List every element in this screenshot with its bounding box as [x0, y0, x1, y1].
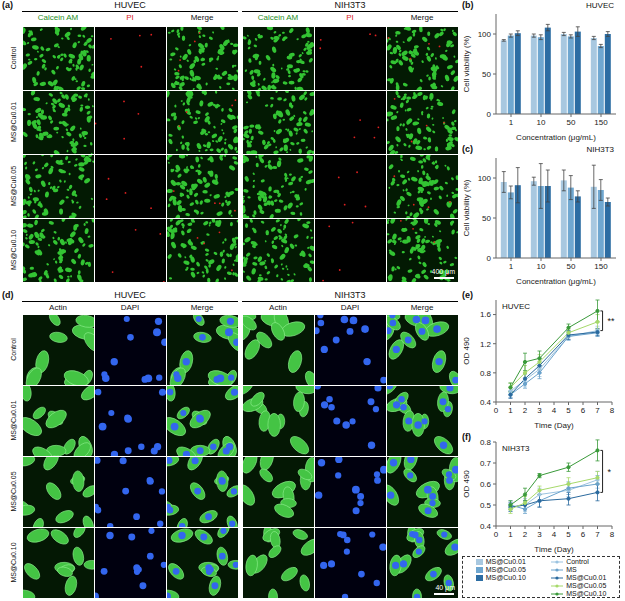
html-text:MS@Cu0.01: MS@Cu0.01 — [485, 557, 526, 565]
svg-text:3: 3 — [537, 406, 542, 415]
html-text:PI: PI — [346, 13, 354, 22]
svg-text:4: 4 — [552, 530, 557, 539]
svg-text:10: 10 — [537, 118, 546, 127]
html-text:NIH3T3: NIH3T3 — [334, 290, 366, 300]
svg-text:Control: Control — [10, 46, 17, 69]
svg-text:8: 8 — [610, 406, 615, 415]
html-text:PI: PI — [126, 13, 134, 22]
svg-text:Cell viability (%): Cell viability (%) — [462, 35, 471, 92]
html-text:(d): (d) — [2, 290, 14, 300]
html-text:MS: MS — [566, 565, 577, 573]
svg-text:Concentration (μg/mL): Concentration (μg/mL) — [516, 133, 596, 142]
svg-text:7: 7 — [595, 406, 600, 415]
html-text:(e): (e) — [462, 290, 473, 300]
svg-text:6: 6 — [581, 406, 586, 415]
svg-text:Time (Day): Time (Day) — [534, 545, 574, 554]
html-text:MS@Cu0.10: MS@Cu0.10 — [566, 589, 607, 597]
svg-text:Time (Day): Time (Day) — [534, 421, 574, 430]
svg-text:0: 0 — [487, 110, 492, 119]
svg-text:0.7: 0.7 — [480, 459, 492, 468]
svg-text:0: 0 — [494, 406, 499, 415]
html-text:Merge: Merge — [410, 303, 434, 312]
html-text:NIH3T3: NIH3T3 — [502, 444, 530, 453]
svg-text:MS@Cu0.01: MS@Cu0.01 — [10, 400, 17, 440]
svg-text:7: 7 — [595, 530, 600, 539]
html-text:Actin: Actin — [49, 303, 67, 312]
html-text:(f): (f) — [462, 432, 471, 442]
svg-text:MS@Cu0.05: MS@Cu0.05 — [10, 166, 17, 206]
svg-text:0.6: 0.6 — [480, 480, 492, 489]
html-text:HUVEC: HUVEC — [114, 0, 146, 10]
html-text:Merge: Merge — [410, 13, 434, 22]
svg-text:100: 100 — [478, 30, 492, 39]
svg-text:MS@Cu0.01: MS@Cu0.01 — [10, 102, 17, 142]
svg-text:4: 4 — [552, 406, 557, 415]
svg-text:Concentration (μg/mL): Concentration (μg/mL) — [516, 277, 596, 286]
svg-text:MS@Cu0.10: MS@Cu0.10 — [10, 542, 17, 582]
svg-text:OD 490: OD 490 — [462, 470, 471, 498]
svg-text:0: 0 — [494, 530, 499, 539]
html-text:MS@Cu0.01: MS@Cu0.01 — [566, 573, 607, 581]
html-text:Calcein AM: Calcein AM — [257, 13, 299, 22]
svg-text:Control: Control — [10, 338, 17, 361]
svg-text:5: 5 — [566, 530, 571, 539]
svg-text:Cell viability (%): Cell viability (%) — [462, 179, 471, 236]
html-text:NIH3T3: NIH3T3 — [334, 0, 366, 10]
html-text:NIH3T3: NIH3T3 — [586, 145, 614, 154]
svg-text:150: 150 — [594, 262, 608, 271]
svg-text:0.4: 0.4 — [480, 522, 492, 531]
svg-text:8: 8 — [610, 530, 615, 539]
svg-text:50: 50 — [482, 214, 491, 223]
svg-text:1: 1 — [509, 118, 514, 127]
html-text:Calcein AM: Calcein AM — [37, 13, 79, 22]
svg-text:MS@Cu0.05: MS@Cu0.05 — [10, 471, 17, 511]
svg-text:2: 2 — [523, 406, 528, 415]
svg-text:0.5: 0.5 — [480, 501, 492, 510]
html-text:HUVEC: HUVEC — [114, 290, 146, 300]
svg-text:1: 1 — [508, 406, 513, 415]
svg-text:50: 50 — [482, 70, 491, 79]
svg-text:**: ** — [608, 316, 616, 326]
html-text:MS@Cu0.05: MS@Cu0.05 — [485, 565, 526, 573]
svg-text:6: 6 — [581, 530, 586, 539]
html-text:Actin: Actin — [269, 303, 287, 312]
html-text:(c): (c) — [462, 144, 473, 154]
svg-text:3: 3 — [537, 530, 542, 539]
svg-text:OD 490: OD 490 — [462, 337, 471, 365]
svg-text:400 μm: 400 μm — [431, 268, 455, 276]
html-text:Control: Control — [566, 557, 589, 565]
html-text:DAPI: DAPI — [120, 303, 140, 312]
html-text:MS@Cu0.10: MS@Cu0.10 — [485, 573, 526, 581]
svg-text:*: * — [608, 467, 612, 477]
html-text:Merge: Merge — [190, 13, 214, 22]
html-text:HUVEC: HUVEC — [502, 302, 530, 311]
html-text:(b): (b) — [462, 0, 474, 10]
svg-text:1: 1 — [509, 262, 514, 271]
svg-text:10: 10 — [537, 262, 546, 271]
svg-text:1: 1 — [508, 530, 513, 539]
html-text:HUVEC: HUVEC — [586, 1, 614, 10]
svg-text:0: 0 — [487, 254, 492, 263]
svg-text:0.8: 0.8 — [480, 438, 492, 447]
svg-text:50: 50 — [567, 118, 576, 127]
svg-text:2: 2 — [523, 530, 528, 539]
svg-text:40 μm: 40 μm — [435, 584, 455, 592]
svg-text:0.4: 0.4 — [480, 398, 492, 407]
svg-text:MS@Cu0.10: MS@Cu0.10 — [10, 230, 17, 270]
html-text:(a): (a) — [2, 0, 13, 10]
svg-text:1.6: 1.6 — [480, 310, 492, 319]
svg-text:50: 50 — [567, 262, 576, 271]
html-text:MS@Cu0.05: MS@Cu0.05 — [566, 581, 607, 589]
html-text:DAPI: DAPI — [340, 303, 360, 312]
svg-text:0.8: 0.8 — [480, 369, 492, 378]
svg-text:5: 5 — [566, 406, 571, 415]
svg-text:100: 100 — [478, 174, 492, 183]
html-text:Merge: Merge — [190, 303, 214, 312]
svg-text:1.2: 1.2 — [480, 340, 492, 349]
svg-text:150: 150 — [594, 118, 608, 127]
